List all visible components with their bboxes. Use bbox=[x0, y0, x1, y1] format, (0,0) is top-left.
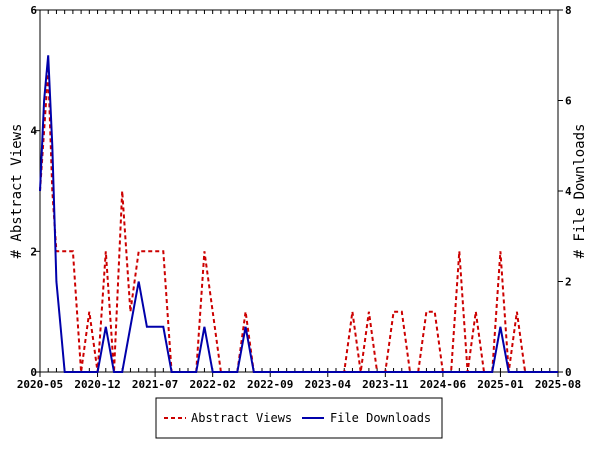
legend-label-file-downloads: File Downloads bbox=[330, 411, 431, 425]
x-tick-label: 2023-04 bbox=[305, 378, 352, 391]
y-right-tick-labels: 0 2 4 6 8 bbox=[558, 4, 572, 379]
series-group bbox=[39, 55, 558, 373]
legend-label-abstract-views: Abstract Views bbox=[191, 411, 292, 425]
y-right-tick-label: 6 bbox=[565, 95, 572, 108]
legend: Abstract Views File Downloads bbox=[155, 397, 443, 439]
y-left-axis-title: # Abstract Views bbox=[9, 124, 25, 259]
y-right-tick-label: 0 bbox=[565, 366, 572, 379]
series-line-file-downloads bbox=[39, 55, 558, 373]
y-left-tick-label: 2 bbox=[30, 245, 37, 258]
x-tick-label: 2022-09 bbox=[247, 378, 293, 391]
plot-area bbox=[39, 9, 559, 373]
y-left-tick-label: 6 bbox=[30, 4, 37, 17]
y-right-tick-label: 2 bbox=[565, 276, 572, 289]
x-tick-label: 2024-06 bbox=[420, 378, 467, 391]
x-tick-label: 2020-12 bbox=[74, 378, 120, 391]
y-right-tick-label: 4 bbox=[565, 185, 572, 198]
y-right-axis-title: # File Downloads bbox=[572, 124, 588, 259]
legend-box bbox=[155, 397, 443, 439]
y-left-tick-label: 4 bbox=[30, 125, 37, 138]
y-left-tick-labels: 0 2 4 6 bbox=[30, 4, 40, 379]
x-tick-label: 2023-11 bbox=[362, 378, 409, 391]
y-left-tick-label: 0 bbox=[30, 366, 37, 379]
x-tick-label: 2020-05 bbox=[17, 378, 63, 391]
x-tick-label: 2025-01 bbox=[477, 378, 524, 391]
y-right-tick-label: 8 bbox=[565, 4, 572, 17]
x-tick-labels: 2020-05 2020-12 2021-07 2022-02 2022-09 2023-… bbox=[17, 378, 581, 391]
x-tick-label: 2021-07 bbox=[132, 378, 178, 391]
x-tick-label: 2025-08 bbox=[535, 378, 581, 391]
x-tick-label: 2022-02 bbox=[189, 378, 235, 391]
